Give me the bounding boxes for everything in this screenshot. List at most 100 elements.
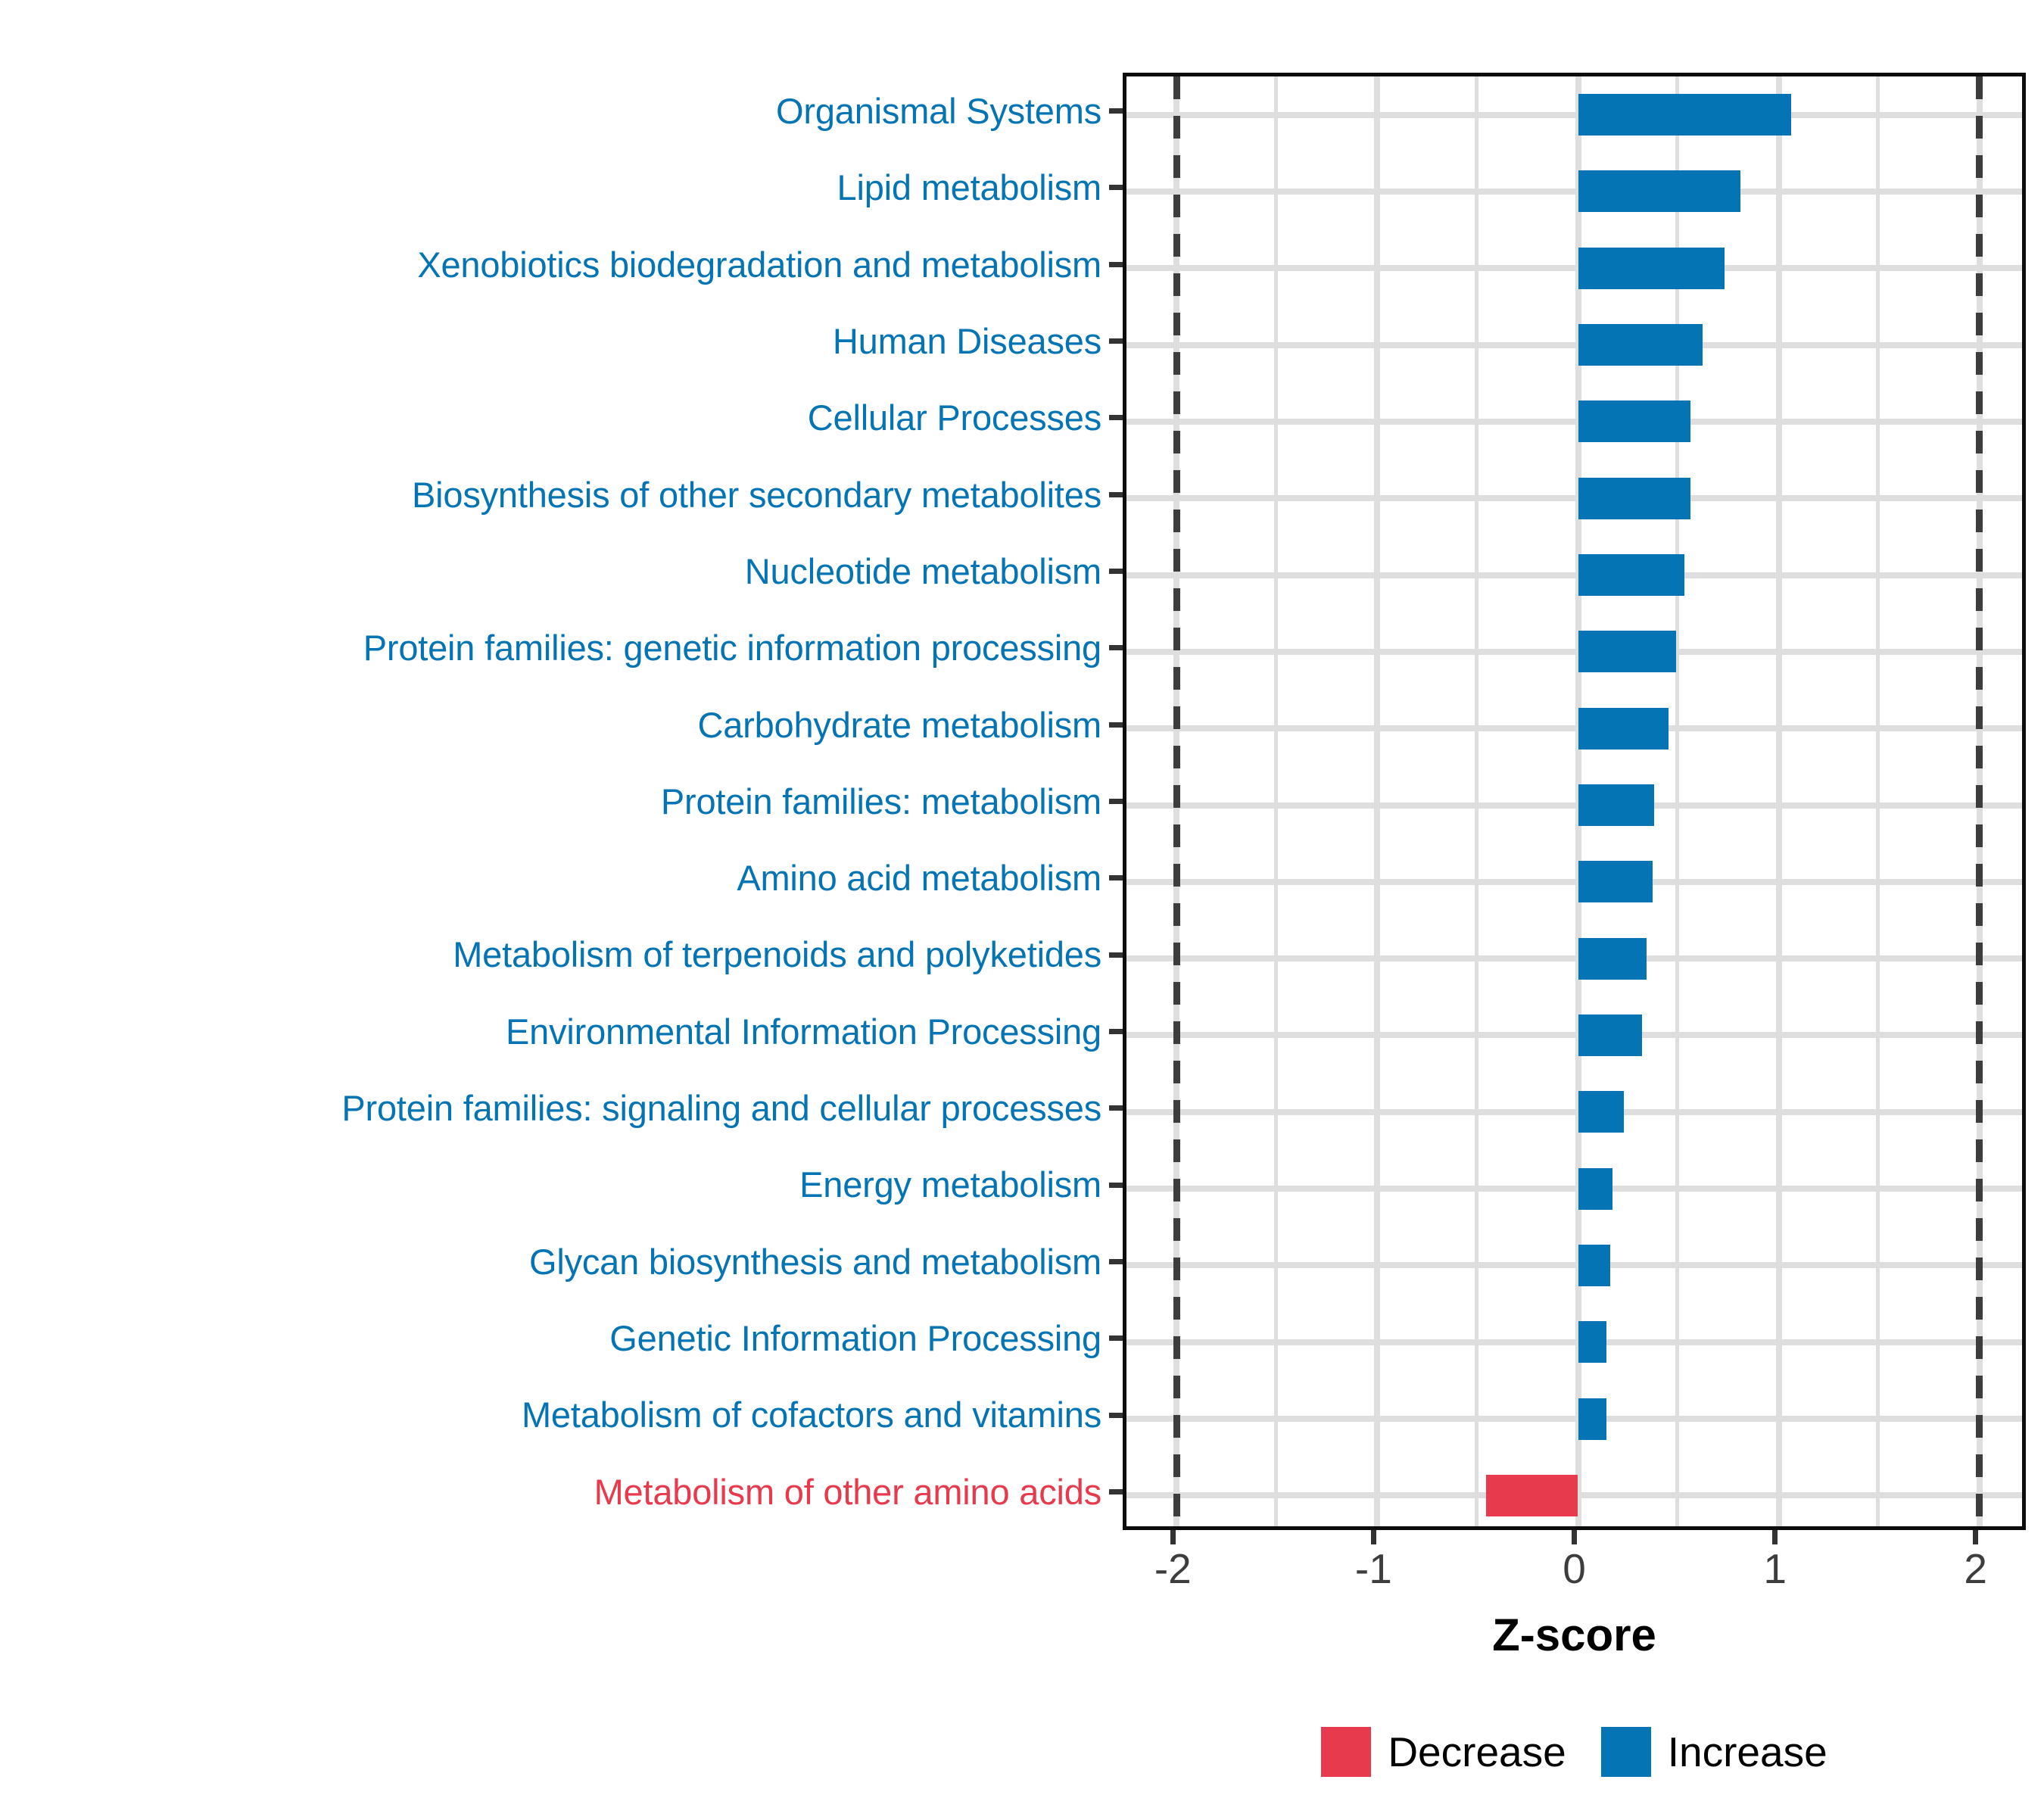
- gridline-horizontal: [1126, 725, 2022, 732]
- gridline-horizontal: [1126, 1339, 2022, 1345]
- reference-line: [1173, 76, 1180, 1526]
- x-axis-tick-label: 0: [1563, 1545, 1586, 1592]
- bar: [1578, 784, 1655, 826]
- y-axis-tick: [1109, 799, 1123, 804]
- bar: [1578, 1321, 1606, 1364]
- y-axis-label: Genetic Information Processing: [609, 1318, 1101, 1359]
- gridline-horizontal: [1126, 418, 2022, 425]
- gridline-horizontal: [1126, 1032, 2022, 1039]
- y-axis-tick: [1109, 338, 1123, 344]
- y-axis-label: Carbohydrate metabolism: [697, 704, 1101, 745]
- chart-legend: Decrease Increase: [1123, 1727, 2026, 1777]
- bar: [1578, 937, 1647, 980]
- x-axis-tick-label: -1: [1354, 1545, 1392, 1592]
- legend-item[interactable]: Increase: [1600, 1727, 1827, 1777]
- y-axis-label: Organismal Systems: [776, 91, 1101, 131]
- bar: [1578, 1167, 1612, 1210]
- gridline-horizontal: [1126, 188, 2022, 195]
- bar: [1578, 1244, 1610, 1286]
- bar: [1578, 631, 1677, 673]
- bar: [1578, 554, 1684, 597]
- gridline-horizontal: [1126, 341, 2022, 348]
- y-axis-tick: [1109, 569, 1123, 575]
- gridline-horizontal: [1126, 265, 2022, 272]
- y-axis-tick: [1109, 261, 1123, 267]
- plot-panel: [1123, 73, 2026, 1530]
- gridline-horizontal: [1126, 878, 2022, 885]
- gridline-vertical-minor: [1876, 76, 1880, 1526]
- y-axis-tick: [1109, 415, 1123, 421]
- y-axis-label: Amino acid metabolism: [737, 858, 1101, 899]
- gridline-horizontal: [1126, 1262, 2022, 1269]
- gridline-horizontal: [1126, 1186, 2022, 1192]
- y-axis-tick: [1109, 722, 1123, 728]
- y-axis-label: Glycan biosynthesis and metabolism: [528, 1241, 1101, 1282]
- y-axis-tick: [1109, 1335, 1123, 1342]
- legend-label: Decrease: [1388, 1728, 1566, 1775]
- y-axis-label: Nucleotide metabolism: [744, 550, 1101, 591]
- y-axis-tick: [1109, 108, 1123, 114]
- y-axis-tick: [1109, 491, 1123, 497]
- y-axis-tick: [1109, 1412, 1123, 1418]
- y-axis-label: Biosynthesis of other secondary metaboli…: [412, 474, 1101, 515]
- y-axis-label: Cellular Processes: [807, 397, 1101, 438]
- x-axis-tick: [1572, 1530, 1577, 1544]
- bar: [1578, 400, 1690, 443]
- legend-item[interactable]: Decrease: [1321, 1727, 1566, 1777]
- gridline-horizontal: [1126, 955, 2022, 962]
- y-axis-tick: [1109, 1258, 1123, 1264]
- x-axis-tick: [1370, 1530, 1376, 1544]
- gridline-vertical: [1775, 76, 1782, 1526]
- y-axis-tick: [1109, 645, 1123, 651]
- x-axis-tick-label: 1: [1763, 1545, 1787, 1592]
- bar: [1578, 324, 1703, 366]
- gridline-horizontal: [1126, 495, 2022, 502]
- y-axis-tick: [1109, 185, 1123, 191]
- bar: [1578, 247, 1725, 289]
- plot-area: [1126, 76, 2022, 1526]
- y-axis-label: Lipid metabolism: [837, 167, 1102, 208]
- gridline-vertical-minor: [1474, 76, 1478, 1526]
- bar: [1578, 1014, 1643, 1056]
- y-axis-tick: [1109, 1488, 1123, 1494]
- legend-swatch-icon: [1321, 1727, 1372, 1777]
- y-axis-labels: Organismal Systems Lipid metabolism Xenobi…: [0, 73, 1101, 1530]
- gridline-horizontal: [1126, 648, 2022, 655]
- gridline-horizontal: [1126, 111, 2022, 118]
- x-axis-tick: [1973, 1530, 1979, 1544]
- y-axis-label: Xenobiotics biodegradation and metabolis…: [417, 244, 1101, 285]
- y-axis-label: Metabolism of terpenoids and polyketides: [453, 934, 1101, 975]
- bar: [1578, 861, 1653, 903]
- gridline-horizontal: [1126, 572, 2022, 578]
- y-axis-label: Protein families: signaling and cellular…: [341, 1088, 1101, 1129]
- gridline-horizontal: [1126, 1416, 2022, 1423]
- x-axis-title: Z-score: [1492, 1610, 1656, 1660]
- bar: [1578, 707, 1669, 750]
- bar: [1578, 477, 1690, 519]
- gridline-vertical-minor: [1273, 76, 1278, 1526]
- reference-line: [1976, 76, 1983, 1526]
- bar: [1578, 1398, 1606, 1440]
- y-axis-label: Energy metabolism: [799, 1164, 1101, 1205]
- y-axis-label: Environmental Information Processing: [506, 1011, 1101, 1052]
- y-axis-tick: [1109, 1105, 1123, 1111]
- x-axis-tick: [1772, 1530, 1778, 1544]
- x-axis-tick-label: 2: [1964, 1545, 1988, 1592]
- y-axis-label: Protein families: metabolism: [660, 781, 1101, 821]
- gridline-vertical-minor: [1675, 76, 1680, 1526]
- gridline-horizontal: [1126, 802, 2022, 809]
- gridline-horizontal: [1126, 1108, 2022, 1115]
- y-axis-tick: [1109, 1028, 1123, 1034]
- y-axis-tick: [1109, 875, 1123, 881]
- y-axis-label: Metabolism of other amino acids: [594, 1471, 1102, 1512]
- bar: [1578, 1091, 1625, 1133]
- x-axis-tick: [1170, 1530, 1176, 1544]
- y-axis-label: Protein families: genetic information pr…: [363, 628, 1101, 669]
- y-axis-label: Human Diseases: [832, 320, 1101, 361]
- legend-swatch-icon: [1600, 1727, 1651, 1777]
- y-axis-label: Metabolism of cofactors and vitamins: [521, 1395, 1101, 1435]
- legend-label: Increase: [1667, 1728, 1827, 1775]
- y-axis-tick: [1109, 1182, 1123, 1188]
- y-axis-tick: [1109, 952, 1123, 958]
